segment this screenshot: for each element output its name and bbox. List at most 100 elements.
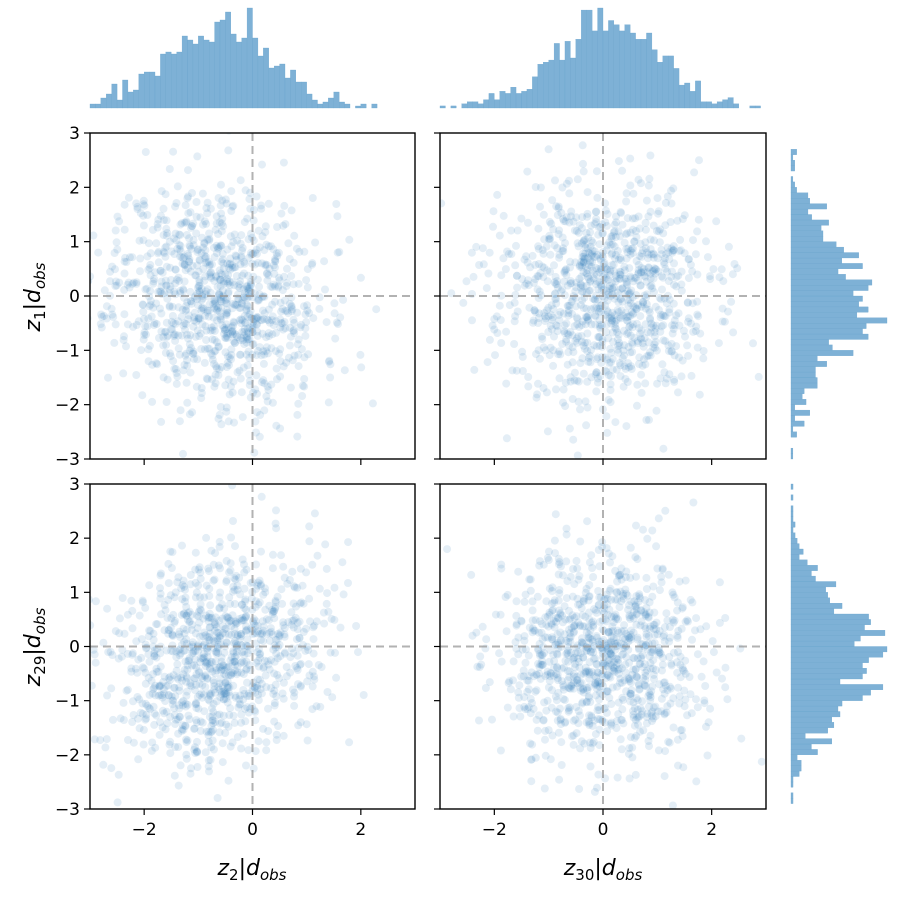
scatter-point (223, 613, 231, 622)
scatter-point (338, 558, 347, 567)
scatter-point (593, 295, 602, 304)
scatter-point (646, 328, 655, 337)
scatter-point (176, 241, 185, 250)
scatter-point (602, 412, 611, 421)
scatter-point (650, 608, 659, 617)
scatter-point (586, 647, 595, 656)
scatter-point (693, 650, 702, 659)
scatter-point (550, 278, 559, 287)
scatter-point (308, 194, 317, 202)
scatter-point (652, 542, 661, 551)
scatter-point (583, 315, 592, 324)
scatter-point (539, 343, 548, 352)
scatter-point (185, 654, 194, 663)
scatter-point (216, 276, 225, 284)
scatter-point (155, 682, 164, 691)
scatter-point (238, 271, 247, 280)
scatter-point (614, 308, 623, 317)
histogram-bar (790, 252, 859, 259)
scatter-point (230, 263, 239, 272)
scatter-point (598, 335, 607, 344)
scatter-point (294, 335, 303, 344)
scatter-point (620, 326, 628, 335)
scatter-point (600, 601, 609, 610)
scatter-point (628, 611, 637, 620)
scatter-point (607, 661, 616, 669)
scatter-point (541, 672, 550, 681)
scatter-point (237, 315, 245, 324)
scatter-point (136, 254, 145, 263)
scatter-point (585, 592, 594, 601)
scatter-point (593, 681, 601, 690)
scatter-point (697, 672, 706, 681)
scatter-point (287, 206, 296, 215)
scatter-point (632, 572, 640, 581)
scatter-point (183, 665, 192, 674)
scatter-point (525, 575, 534, 584)
scatter-point (569, 684, 578, 693)
scatter-point (554, 350, 563, 359)
scatter-point (665, 305, 674, 314)
scatter-point (628, 338, 636, 347)
scatter-point (271, 519, 280, 528)
scatter-point (564, 311, 573, 320)
scatter-point (585, 630, 593, 639)
scatter-point (535, 669, 544, 678)
scatter-point (518, 645, 527, 654)
scatter-point (608, 316, 616, 325)
scatter-point (715, 618, 724, 627)
histogram-bar (597, 7, 604, 109)
scatter-point (192, 212, 201, 221)
scatter-point (184, 311, 193, 320)
scatter-point (191, 271, 200, 280)
scatter-point (148, 397, 157, 406)
scatter-point (513, 307, 522, 316)
scatter-point (611, 610, 620, 619)
scatter-point (641, 244, 650, 253)
scatter-point (603, 645, 612, 654)
scatter-point (205, 690, 214, 699)
scatter-point (339, 295, 348, 304)
scatter-point (582, 313, 591, 322)
scatter-point (677, 280, 686, 289)
scatter-point (592, 673, 601, 682)
histogram-bar (790, 219, 829, 226)
x-tick-label: 0 (247, 820, 258, 840)
scatter-point (197, 304, 206, 313)
scatter-point (261, 228, 270, 237)
scatter-point (237, 631, 246, 640)
scatter-point (637, 617, 646, 626)
scatter-point (701, 682, 710, 690)
scatter-point (584, 316, 593, 325)
scatter-point (490, 315, 499, 324)
scatter-point (137, 635, 146, 644)
scatter-point (232, 618, 240, 626)
scatter-point (223, 683, 232, 692)
scatter-point (162, 318, 171, 327)
scatter-point (636, 652, 645, 661)
scatter-point (209, 576, 218, 585)
scatter-point (133, 668, 142, 677)
scatter-point (649, 221, 658, 230)
scatter-point (160, 626, 169, 635)
scatter-point (221, 381, 230, 390)
scatter-point (237, 600, 246, 609)
scatter-point (602, 661, 611, 670)
scatter-point (560, 718, 569, 727)
scatter-point (605, 605, 614, 614)
scatter-point (327, 614, 336, 623)
scatter-point (555, 558, 564, 567)
histogram-bar (187, 39, 194, 109)
scatter-point (216, 295, 225, 304)
scatter-point (243, 214, 252, 223)
scatter-point (166, 547, 175, 556)
scatter-point (234, 703, 243, 712)
scatter-point (459, 298, 468, 307)
scatter-point (650, 675, 658, 683)
scatter-point (634, 276, 643, 285)
scatter-point (550, 241, 559, 250)
scatter-point (626, 697, 635, 706)
scatter-point (254, 259, 262, 267)
scatter-point (512, 621, 521, 630)
scatter-point (536, 269, 545, 278)
